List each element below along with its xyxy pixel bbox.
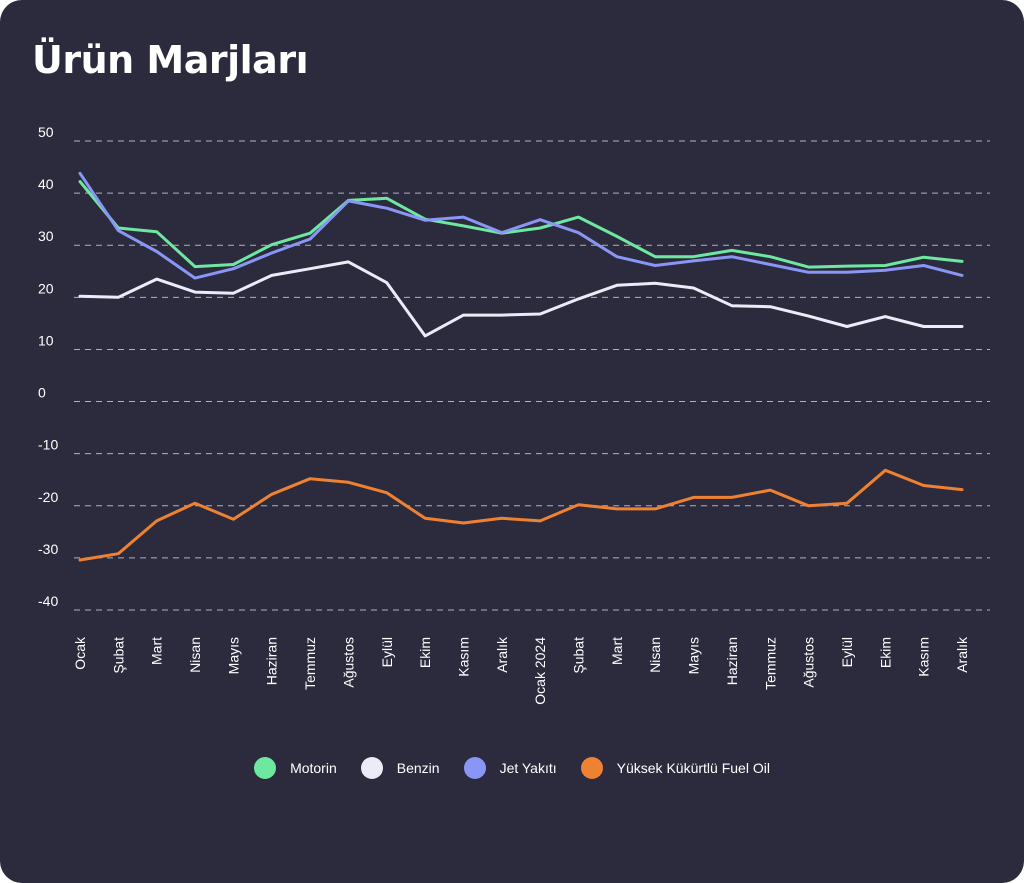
series-line-3: [78, 468, 964, 562]
legend-item-jet-yakiti[interactable]: Jet Yakıtı: [463, 757, 557, 779]
y-tick-label: 40: [38, 176, 54, 192]
x-tick-label: Ağustos: [801, 637, 817, 688]
y-tick-label: 20: [38, 280, 54, 296]
x-axis-ticks: Ocak Şubat Mart Nisan Mayıs Haziran Temmuz Ağus…: [72, 636, 970, 705]
x-tick-label: Ekim: [417, 637, 433, 668]
legend-marker-jet-yakiti: [463, 757, 486, 779]
x-tick-label: Ocak 2024: [532, 637, 548, 705]
x-tick-label: Nisan: [187, 637, 203, 673]
x-tick-label: Haziran: [264, 637, 280, 685]
x-tick-label: Eylül: [379, 637, 395, 667]
x-tick-label: Şubat: [571, 637, 587, 674]
x-tick-label: Temmuz: [762, 637, 778, 690]
legend-item-fuel-oil[interactable]: Yüksek Kükürtlü Fuel Oil: [580, 757, 770, 779]
legend-label-jet-yakiti: Jet Yakıtı: [499, 760, 557, 776]
series-line-0: [78, 180, 964, 269]
x-tick-label: Temmuz: [302, 637, 318, 690]
series-lines: [78, 171, 964, 562]
x-tick-label: Aralık: [954, 636, 970, 673]
x-tick-label: Ocak: [72, 636, 88, 670]
legend-marker-motorin: [254, 757, 277, 779]
y-tick-label: -20: [38, 489, 58, 505]
legend-marker-benzin: [360, 757, 383, 779]
legend-marker-fuel-oil: [580, 757, 603, 779]
x-tick-label: Mart: [149, 637, 165, 665]
x-tick-label: Nisan: [647, 637, 663, 673]
x-tick-label: Mart: [609, 637, 625, 665]
y-tick-label: -30: [38, 541, 58, 557]
legend-label-benzin: Benzin: [396, 760, 440, 776]
chart-title: Ürün Marjları: [32, 38, 309, 82]
x-tick-label: Haziran: [724, 637, 740, 685]
gridlines: [74, 140, 990, 611]
x-tick-label: Ağustos: [340, 637, 356, 688]
x-tick-label: Mayıs: [225, 637, 241, 674]
y-tick-label: 50: [38, 124, 54, 140]
series-line-2: [78, 171, 964, 280]
legend: Motorin Benzin Jet Yakıtı Yüksek Kükürtl…: [0, 752, 1024, 784]
series-line-1: [78, 260, 964, 338]
y-tick-label: 10: [38, 332, 54, 348]
legend-item-benzin[interactable]: Benzin: [360, 757, 440, 779]
x-tick-label: Kasım: [455, 637, 471, 677]
x-tick-label: Eylül: [839, 637, 855, 667]
x-tick-label: Aralık: [494, 636, 510, 673]
y-axis-ticks: 50 40 30 20 10 0 -10 -20 -30 -40: [38, 124, 58, 609]
x-tick-label: Şubat: [110, 637, 126, 674]
legend-label-fuel-oil: Yüksek Kükürtlü Fuel Oil: [616, 760, 770, 776]
y-tick-label: 30: [38, 228, 54, 244]
x-tick-label: Kasım: [916, 637, 932, 677]
x-tick-label: Mayıs: [686, 637, 702, 674]
y-tick-label: -40: [38, 593, 58, 609]
legend-label-motorin: Motorin: [290, 760, 337, 776]
y-tick-label: -10: [38, 437, 58, 453]
y-tick-label: 0: [38, 385, 46, 401]
legend-item-motorin[interactable]: Motorin: [254, 757, 337, 779]
x-tick-label: Ekim: [877, 637, 893, 668]
